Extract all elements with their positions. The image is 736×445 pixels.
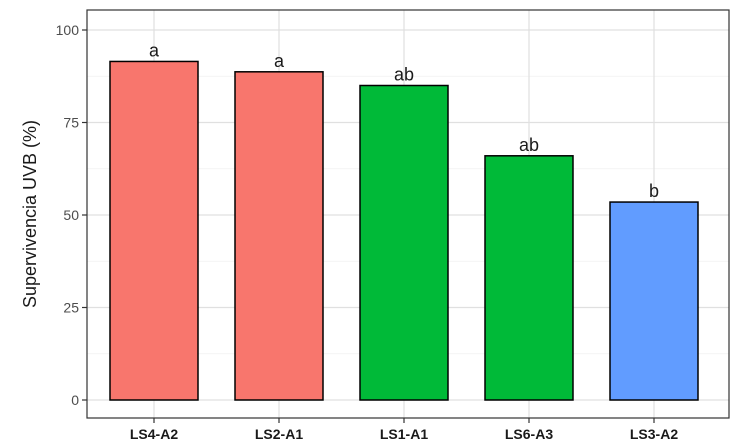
y-tick-label: 0	[71, 392, 79, 408]
y-tick-label: 50	[63, 207, 79, 223]
y-axis-title: Supervivencia UVB (%)	[20, 120, 40, 308]
bar-ls4-a2	[109, 60, 199, 401]
data-label-ls6-a3: ab	[519, 135, 539, 155]
x-tick-label-ls4-a2: LS4-A2	[130, 426, 178, 442]
bar-labels: a a ab ab b	[149, 40, 659, 201]
x-axis: LS4-A2 LS2-A1 LS1-A1 LS6-A3 LS3-A2	[130, 418, 678, 442]
data-label-ls4-a2: a	[149, 40, 160, 60]
y-axis: 0 25 50 75 100	[56, 22, 87, 408]
data-label-ls2-a1: a	[274, 51, 285, 71]
bar-ls6-a3	[484, 155, 574, 401]
x-tick-label-ls2-a1: LS2-A1	[255, 426, 303, 442]
x-tick-label-ls6-a3: LS6-A3	[505, 426, 553, 442]
bars	[109, 60, 699, 401]
x-tick-label-ls3-a2: LS3-A2	[630, 426, 678, 442]
x-tick-label-ls1-a1: LS1-A1	[380, 426, 428, 442]
y-tick-label: 100	[56, 22, 80, 38]
data-label-ls3-a2: b	[649, 181, 659, 201]
panel-border	[86, 9, 730, 419]
bar-ls1-a1	[359, 84, 449, 401]
data-label-ls1-a1: ab	[394, 65, 414, 85]
y-tick-label: 75	[63, 115, 79, 131]
bar-ls3-a2	[609, 201, 699, 401]
y-tick-label: 25	[63, 300, 79, 316]
bar-ls2-a1	[234, 71, 324, 401]
